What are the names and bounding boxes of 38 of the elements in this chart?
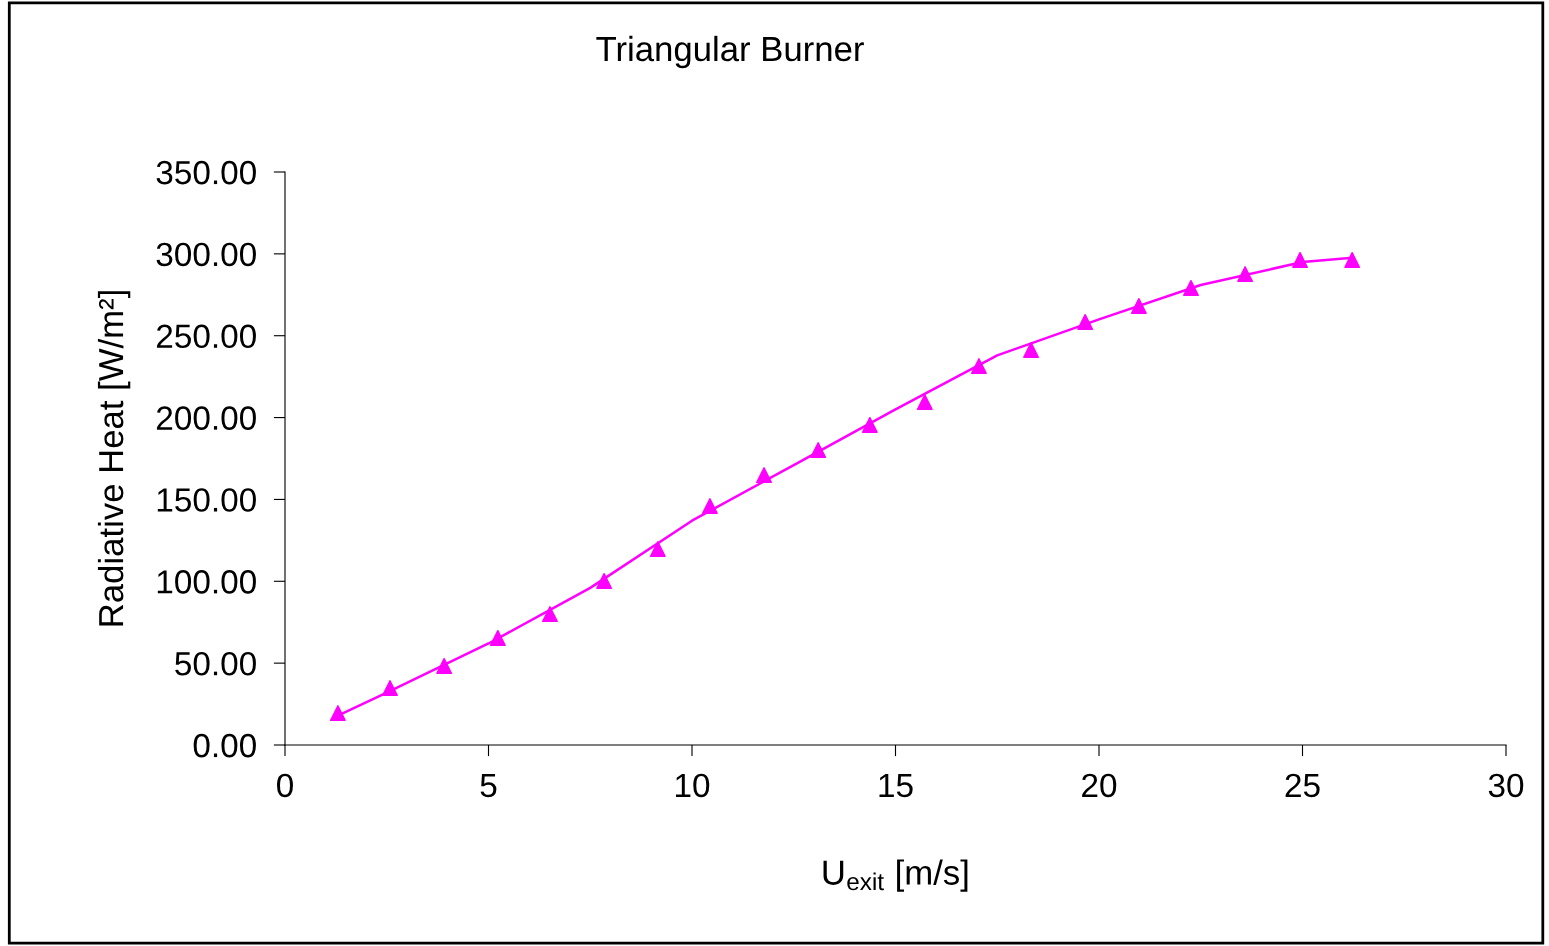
y-tick-label: 350.00 — [156, 160, 256, 185]
y-axis-title: Radiative Heat [W/m²] — [97, 291, 131, 626]
x-tick-label: 10 — [676, 773, 710, 798]
point — [810, 442, 827, 458]
point — [649, 541, 666, 558]
x-axis-title: U$_{exit}$ [m/s] — [823, 859, 968, 892]
point — [701, 497, 718, 514]
y-tick-label: 300.00 — [156, 242, 256, 267]
x-tick-label: 25 — [1285, 773, 1320, 798]
point — [1237, 266, 1254, 282]
chart-title: Triangular Burner — [596, 35, 864, 69]
point — [1183, 279, 1199, 296]
y-tick-label: 200.00 — [156, 406, 256, 430]
point — [916, 394, 933, 410]
point — [436, 657, 453, 674]
y-tick-label: 250.00 — [156, 324, 256, 349]
point — [596, 572, 613, 589]
point — [861, 416, 878, 433]
point — [382, 680, 398, 697]
point — [1130, 297, 1147, 314]
point — [541, 606, 558, 623]
x-tick-label: 20 — [1082, 773, 1117, 798]
point — [1344, 251, 1361, 268]
x-tick-label: 5 — [480, 774, 497, 798]
point — [1292, 251, 1309, 268]
y-tick-label: 100.00 — [157, 570, 256, 594]
y-tick-label: 50.00 — [175, 651, 256, 676]
point — [1023, 341, 1040, 358]
x-tick-label: 15 — [879, 774, 913, 798]
x-tick-label: 0 — [277, 773, 293, 798]
x-tick-label: 30 — [1488, 773, 1524, 798]
y-tick-label: 150.00 — [157, 488, 256, 512]
point — [489, 629, 506, 646]
point — [1077, 313, 1094, 330]
y-tick-label: 0.00 — [193, 733, 256, 758]
point — [970, 358, 987, 374]
point — [329, 705, 346, 722]
point — [756, 467, 773, 484]
